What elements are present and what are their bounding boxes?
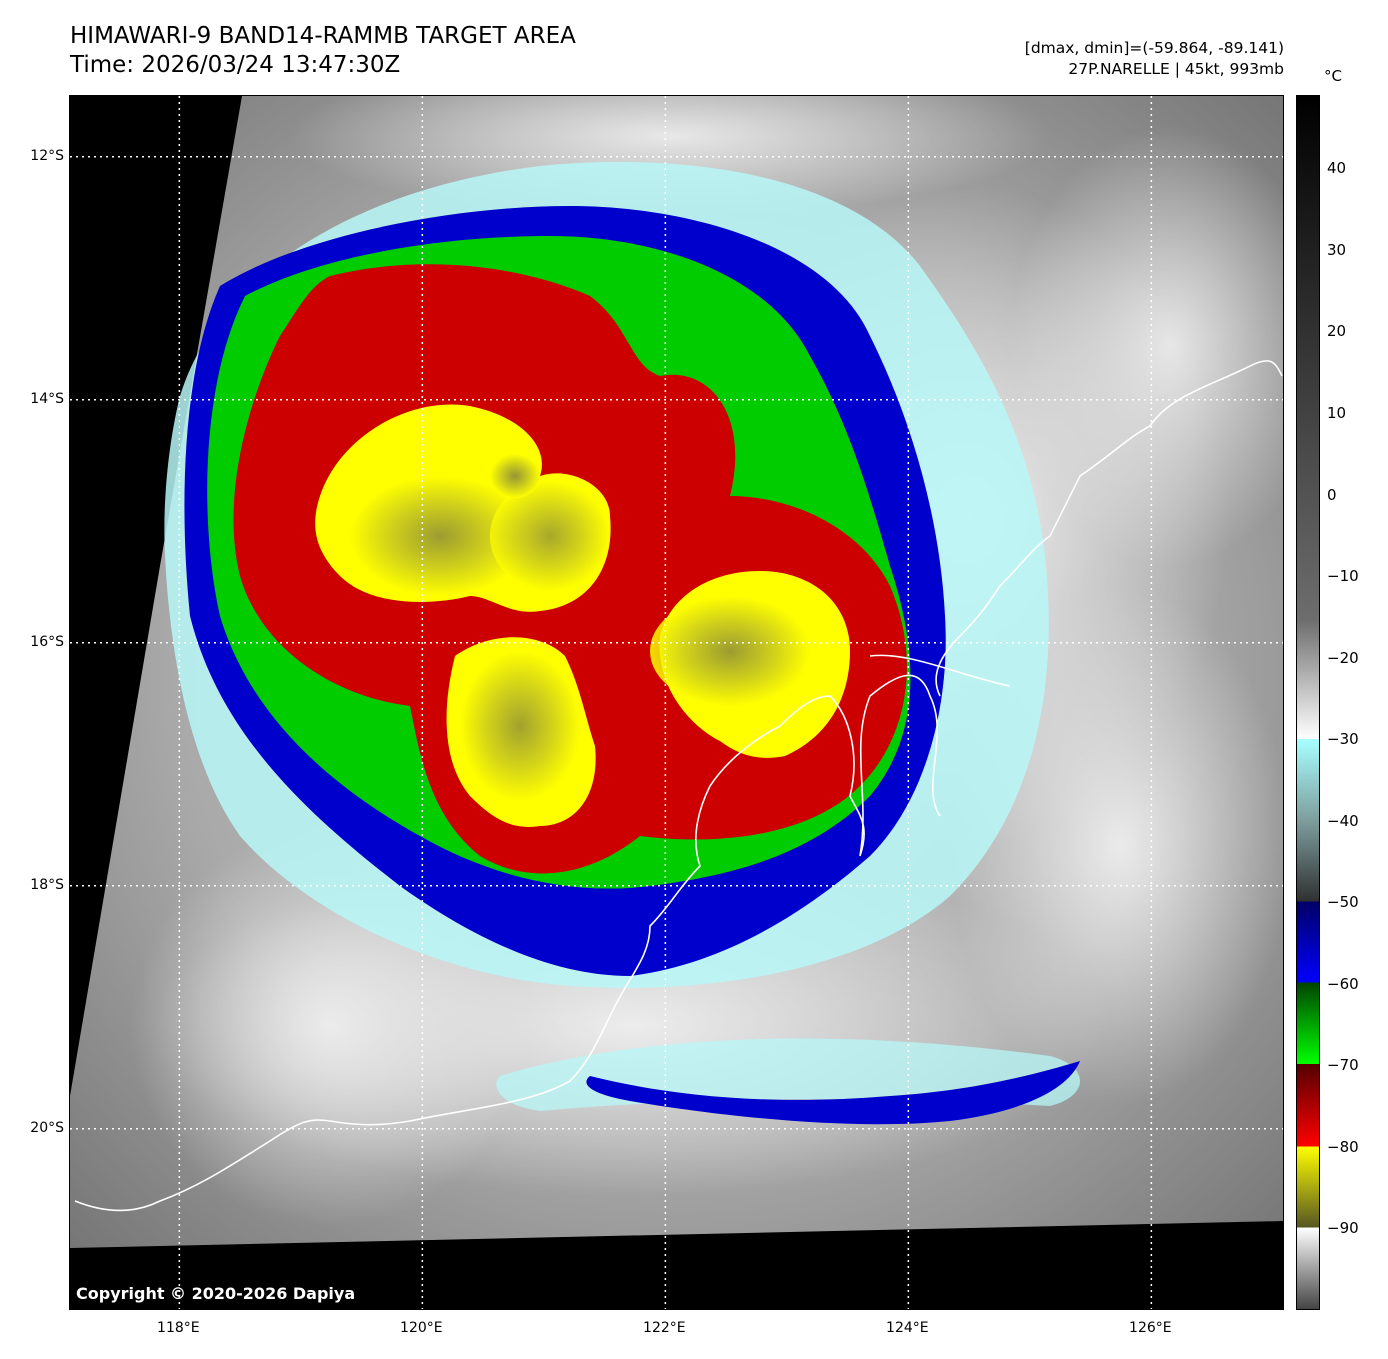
colorbar-tick-label: 0: [1327, 485, 1337, 504]
satellite-imagery: [70, 96, 1283, 1309]
lat-label: 14°S: [30, 390, 64, 407]
coastline: [74, 360, 1283, 1212]
storm-line: 27P.NARELLE | 45kt, 993mb: [1068, 60, 1284, 78]
lat-label: 18°S: [30, 876, 64, 893]
lon-label: 124°E: [886, 1320, 929, 1336]
colorbar-tick-label: −70: [1327, 1056, 1359, 1075]
storm-info: [dmax, dmin]=(-59.864, -89.141) 27P.NARE…: [1025, 38, 1284, 80]
title-line: HIMAWARI-9 BAND14-RAMMB TARGET AREA: [70, 23, 576, 49]
colorbar-tick-label: −50: [1327, 893, 1359, 912]
lon-label: 118°E: [157, 1320, 200, 1336]
colorbar-tick-label: −80: [1327, 1137, 1359, 1156]
lat-label: 12°S: [30, 147, 64, 164]
colorbar-tick-label: −40: [1327, 811, 1359, 830]
lat-label: 16°S: [30, 633, 64, 650]
colorbar-tick-label: −20: [1327, 648, 1359, 667]
colorbar-tick-label: 10: [1327, 404, 1347, 423]
lon-label: 122°E: [643, 1320, 686, 1336]
lat-label: 20°S: [30, 1119, 64, 1136]
colorbar-tick-label: −10: [1327, 567, 1359, 586]
image-title: HIMAWARI-9 BAND14-RAMMB TARGET AREA Time…: [70, 22, 576, 80]
yellow-cores: [315, 404, 850, 827]
blue-arc: [586, 1061, 1080, 1125]
colorbar-tick-label: 30: [1327, 240, 1347, 259]
colorbar-tick-label: −90: [1327, 1219, 1359, 1238]
time-line: Time: 2026/03/24 13:47:30Z: [70, 52, 401, 78]
lon-label: 126°E: [1129, 1320, 1172, 1336]
colorbar-tick-label: 20: [1327, 322, 1347, 341]
range-line: [dmax, dmin]=(-59.864, -89.141): [1024, 39, 1284, 57]
colorbar-gradient: [1297, 96, 1319, 1309]
colorbar-unit: °C: [1324, 67, 1342, 85]
copyright-notice: Copyright © 2020-2026 Dapiya: [76, 1284, 356, 1303]
satellite-map: Copyright © 2020-2026 Dapiya: [69, 95, 1284, 1310]
colorbar-tick-label: 40: [1327, 159, 1347, 178]
gridlines: [70, 96, 1283, 1309]
colorbar-tick-label: −60: [1327, 974, 1359, 993]
colorbar-tick-label: −30: [1327, 730, 1359, 749]
colorbar: [1296, 95, 1320, 1310]
lon-label: 120°E: [400, 1320, 443, 1336]
